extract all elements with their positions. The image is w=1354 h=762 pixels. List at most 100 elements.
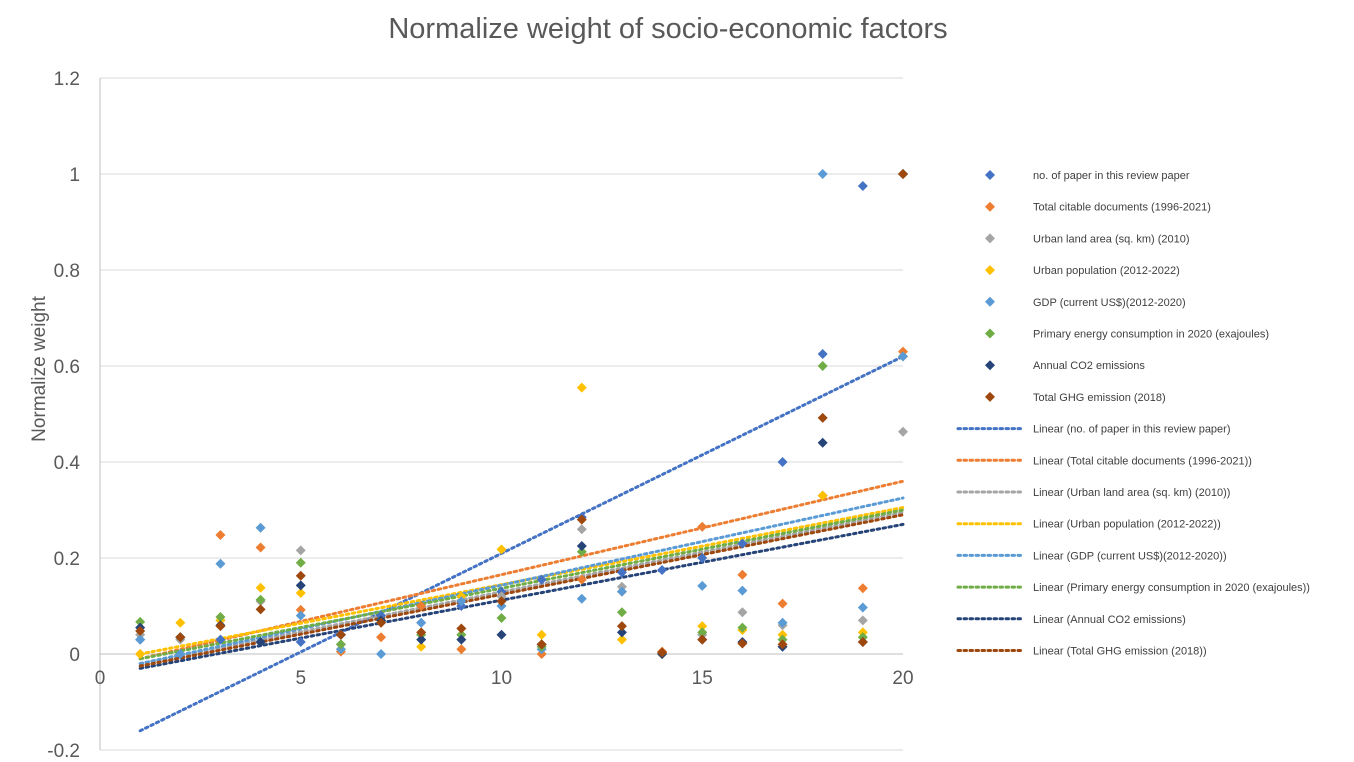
- legend-label: Linear (Urban population (2012-2022)): [1033, 519, 1221, 531]
- trendline-7: [138, 513, 905, 668]
- legend-marker: [985, 233, 995, 244]
- data-point-s3: [175, 617, 186, 628]
- data-point-s1: [215, 529, 226, 540]
- data-point-s5: [215, 612, 226, 623]
- y-tick-label: 0: [69, 645, 80, 666]
- y-tick-label: 0.8: [54, 261, 80, 282]
- y-tick-label: 0.2: [54, 549, 80, 570]
- legend-label: Total GHG emission (2018): [1033, 392, 1166, 404]
- chart-title: Normalize weight of socio-economic facto…: [388, 13, 947, 45]
- data-point-s6: [616, 627, 627, 638]
- data-point-s5: [697, 627, 708, 638]
- data-point-s5: [817, 361, 828, 371]
- data-point-s7: [576, 514, 587, 525]
- trendline-6: [138, 522, 905, 670]
- data-point-s0: [657, 565, 668, 575]
- data-point-s2: [737, 607, 748, 618]
- data-point-s3: [295, 588, 306, 599]
- data-point-s5: [255, 594, 266, 605]
- data-point-s6: [576, 541, 587, 551]
- legend-label: Linear (Total GHG emission (2018)): [1033, 646, 1207, 658]
- legend-label: no. of paper in this review paper: [1033, 170, 1190, 182]
- x-tick-label: 0: [95, 668, 106, 689]
- data-point-s4: [456, 596, 467, 607]
- data-point-s4: [616, 586, 627, 597]
- data-point-s0: [737, 538, 748, 549]
- gridlines: [99, 77, 903, 751]
- y-tick-label: 1.2: [54, 69, 80, 90]
- legend-label: Linear (Total citable documents (1996-20…: [1033, 455, 1252, 467]
- data-point-s5: [135, 616, 146, 627]
- legend-label: Linear (Annual CO2 emissions): [1033, 614, 1186, 626]
- y-axis-ticks: -0.2 0 0.2 0.4 0.6 0.8 1 1.2: [47, 69, 80, 762]
- data-point-s3: [817, 490, 828, 501]
- data-point-s0: [295, 637, 306, 647]
- data-point-s7: [616, 621, 627, 632]
- data-point-s7: [215, 621, 226, 632]
- data-point-s1: [295, 604, 306, 615]
- trendlines: [138, 354, 905, 733]
- data-point-s6: [255, 637, 266, 647]
- data-point-s1: [857, 583, 868, 594]
- y-tick-label: 0.6: [54, 357, 80, 378]
- legend-marker: [985, 391, 995, 402]
- legend: no. of paper in this review paper Total c…: [956, 170, 1310, 658]
- data-point-s3: [496, 544, 507, 555]
- trendline-5: [138, 508, 905, 661]
- data-point-s6: [817, 437, 828, 448]
- data-point-s4: [255, 522, 266, 533]
- x-tick-label: 5: [295, 668, 306, 689]
- data-point-s1: [376, 632, 387, 643]
- legend-label: GDP (current US$)(2012-2020): [1033, 297, 1186, 309]
- data-point-s7: [817, 412, 828, 423]
- data-point-s4: [416, 617, 427, 628]
- data-point-s0: [817, 349, 828, 359]
- x-axis-ticks: 0 5 10 15 20: [95, 668, 914, 689]
- x-tick-label: 20: [892, 668, 913, 689]
- data-point-s2: [857, 615, 868, 626]
- data-point-s1: [416, 601, 427, 611]
- data-point-s7: [657, 647, 668, 658]
- data-points: [135, 169, 908, 659]
- data-point-s7: [536, 639, 547, 650]
- data-point-s1: [737, 569, 748, 580]
- legend-marker: [985, 296, 995, 307]
- data-point-s0: [857, 181, 868, 191]
- y-tick-label: 0.4: [54, 453, 81, 474]
- data-point-s7: [496, 596, 507, 607]
- data-point-s3: [616, 634, 627, 645]
- data-point-s7: [898, 169, 908, 179]
- legend-label: Urban land area (sq. km) (2010): [1033, 233, 1190, 245]
- data-point-s0: [697, 553, 708, 563]
- y-tick-label: -0.2: [47, 741, 80, 762]
- legend-label: Primary energy consumption in 2020 (exaj…: [1033, 329, 1269, 341]
- data-point-s5: [496, 613, 507, 623]
- data-point-s0: [215, 634, 226, 645]
- data-point-s5: [616, 607, 627, 618]
- legend-label: Linear (Urban land area (sq. km) (2010)): [1033, 487, 1230, 499]
- data-point-s1: [576, 574, 587, 585]
- x-tick-label: 10: [491, 668, 512, 689]
- data-point-s7: [376, 617, 387, 628]
- data-point-s3: [255, 582, 266, 593]
- data-point-s3: [536, 629, 547, 640]
- data-point-s2: [898, 426, 908, 437]
- data-point-s4: [697, 580, 708, 591]
- trendline-4: [138, 496, 905, 666]
- data-point-s4: [576, 593, 587, 604]
- data-point-s6: [416, 634, 427, 645]
- y-tick-label: 1: [69, 165, 80, 186]
- data-point-s4: [215, 558, 226, 569]
- data-point-s7: [416, 627, 427, 638]
- legend-label: Total citable documents (1996-2021): [1033, 202, 1211, 214]
- legend-marker: [985, 170, 995, 180]
- data-point-s2: [295, 545, 306, 556]
- data-point-s7: [175, 632, 186, 643]
- data-point-s4: [898, 351, 908, 362]
- data-point-s5: [737, 622, 748, 633]
- trendline-3: [138, 506, 905, 656]
- data-point-s7: [697, 634, 708, 645]
- data-point-s6: [496, 629, 507, 640]
- data-point-s5: [335, 639, 346, 650]
- data-point-s1: [456, 644, 467, 655]
